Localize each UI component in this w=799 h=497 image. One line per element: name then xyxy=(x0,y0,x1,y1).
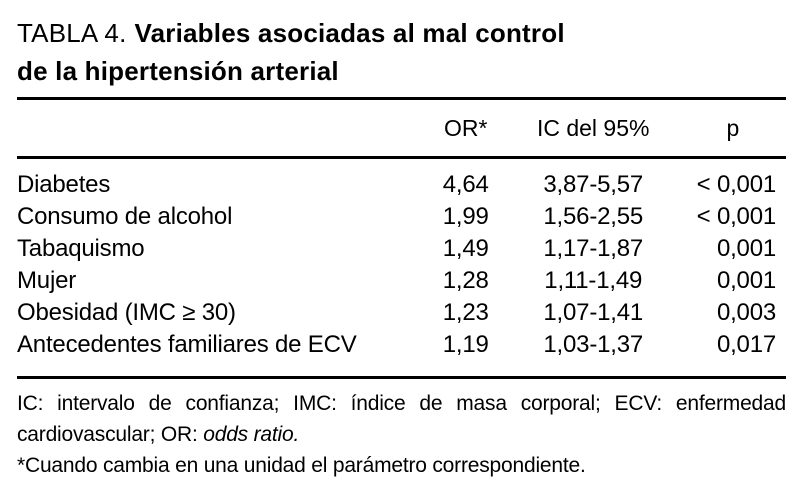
row-label: Obesidad (IMC ≥ 30) xyxy=(17,299,236,326)
table-title: TABLA 4. Variables asociadas al mal contr… xyxy=(17,14,786,90)
table-row: Mujer 1,28 1,11-1,49 0,001 xyxy=(17,265,786,297)
column-header-variable xyxy=(17,98,425,159)
row-label: Consumo de alcohol xyxy=(17,203,233,230)
row-label: Tabaquismo xyxy=(17,235,145,262)
ci-value: 1,56-2,55 xyxy=(543,203,644,230)
table-row: Obesidad (IMC ≥ 30) 1,23 1,07-1,41 0,003 xyxy=(17,297,786,329)
odds-ratio-italic: odds ratio. xyxy=(203,423,300,446)
table-row: Diabetes 4,64 3,87-5,57 < 0,001 xyxy=(17,158,786,202)
row-label: Diabetes xyxy=(17,171,111,198)
p-value: 0,001 xyxy=(716,267,776,294)
p-value: < 0,001 xyxy=(696,203,777,230)
or-value: 1,49 xyxy=(442,235,489,262)
asterisk-note: *Cuando cambia en una unidad el parámetr… xyxy=(17,454,586,477)
abbreviations-note-line2: cardiovascular; OR: odds ratio. xyxy=(17,419,786,450)
results-table: OR* IC del 95% p Diabetes 4,64 3,87-5,57… xyxy=(17,97,786,379)
or-value: 1,99 xyxy=(442,203,489,230)
ci-value: 1,03-1,37 xyxy=(543,331,644,358)
abbreviations-note-line1: IC: intervalo de confianza; IMC: índice … xyxy=(17,392,786,415)
table-body: Diabetes 4,64 3,87-5,57 < 0,001 Consumo … xyxy=(17,158,786,378)
table-header: OR* IC del 95% p xyxy=(17,98,786,159)
table-title-line1: TABLA 4. Variables asociadas al mal contr… xyxy=(17,14,786,52)
table-title-text1: Variables asociadas al mal control xyxy=(134,18,565,48)
or-value: 1,28 xyxy=(442,267,489,294)
column-header-p: p xyxy=(679,98,786,159)
table-row: Consumo de alcohol 1,99 1,56-2,55 < 0,00… xyxy=(17,201,786,233)
p-value: 0,017 xyxy=(716,331,776,358)
p-value: < 0,001 xyxy=(696,171,777,198)
table-number: TABLA 4. xyxy=(17,18,127,48)
column-header-ci: IC del 95% xyxy=(506,98,680,159)
table-row: Antecedentes familiares de ECV 1,19 1,03… xyxy=(17,329,786,378)
ci-value: 1,11-1,49 xyxy=(544,267,643,294)
or-value: 1,19 xyxy=(442,331,489,358)
header-row: OR* IC del 95% p xyxy=(17,98,786,159)
p-value: 0,001 xyxy=(716,235,776,262)
abbreviations-note-line2-text: cardiovascular; OR: xyxy=(17,423,204,446)
table-title-line2: de la hipertensión arterial xyxy=(17,56,339,86)
table-row: Tabaquismo 1,49 1,17-1,87 0,001 xyxy=(17,233,786,265)
paper-table-figure: TABLA 4. Variables asociadas al mal contr… xyxy=(17,14,786,481)
ci-value: 3,87-5,57 xyxy=(543,171,644,198)
column-header-or: OR* xyxy=(424,98,507,159)
row-label: Antecedentes familiares de ECV xyxy=(17,331,357,358)
or-value: 4,64 xyxy=(442,171,489,198)
p-value: 0,003 xyxy=(716,299,776,326)
ci-value: 1,17-1,87 xyxy=(543,235,644,262)
ci-value: 1,07-1,41 xyxy=(543,299,644,326)
table-footnotes: IC: intervalo de confianza; IMC: índice … xyxy=(17,388,786,481)
row-label: Mujer xyxy=(17,267,77,294)
or-value: 1,23 xyxy=(442,299,489,326)
